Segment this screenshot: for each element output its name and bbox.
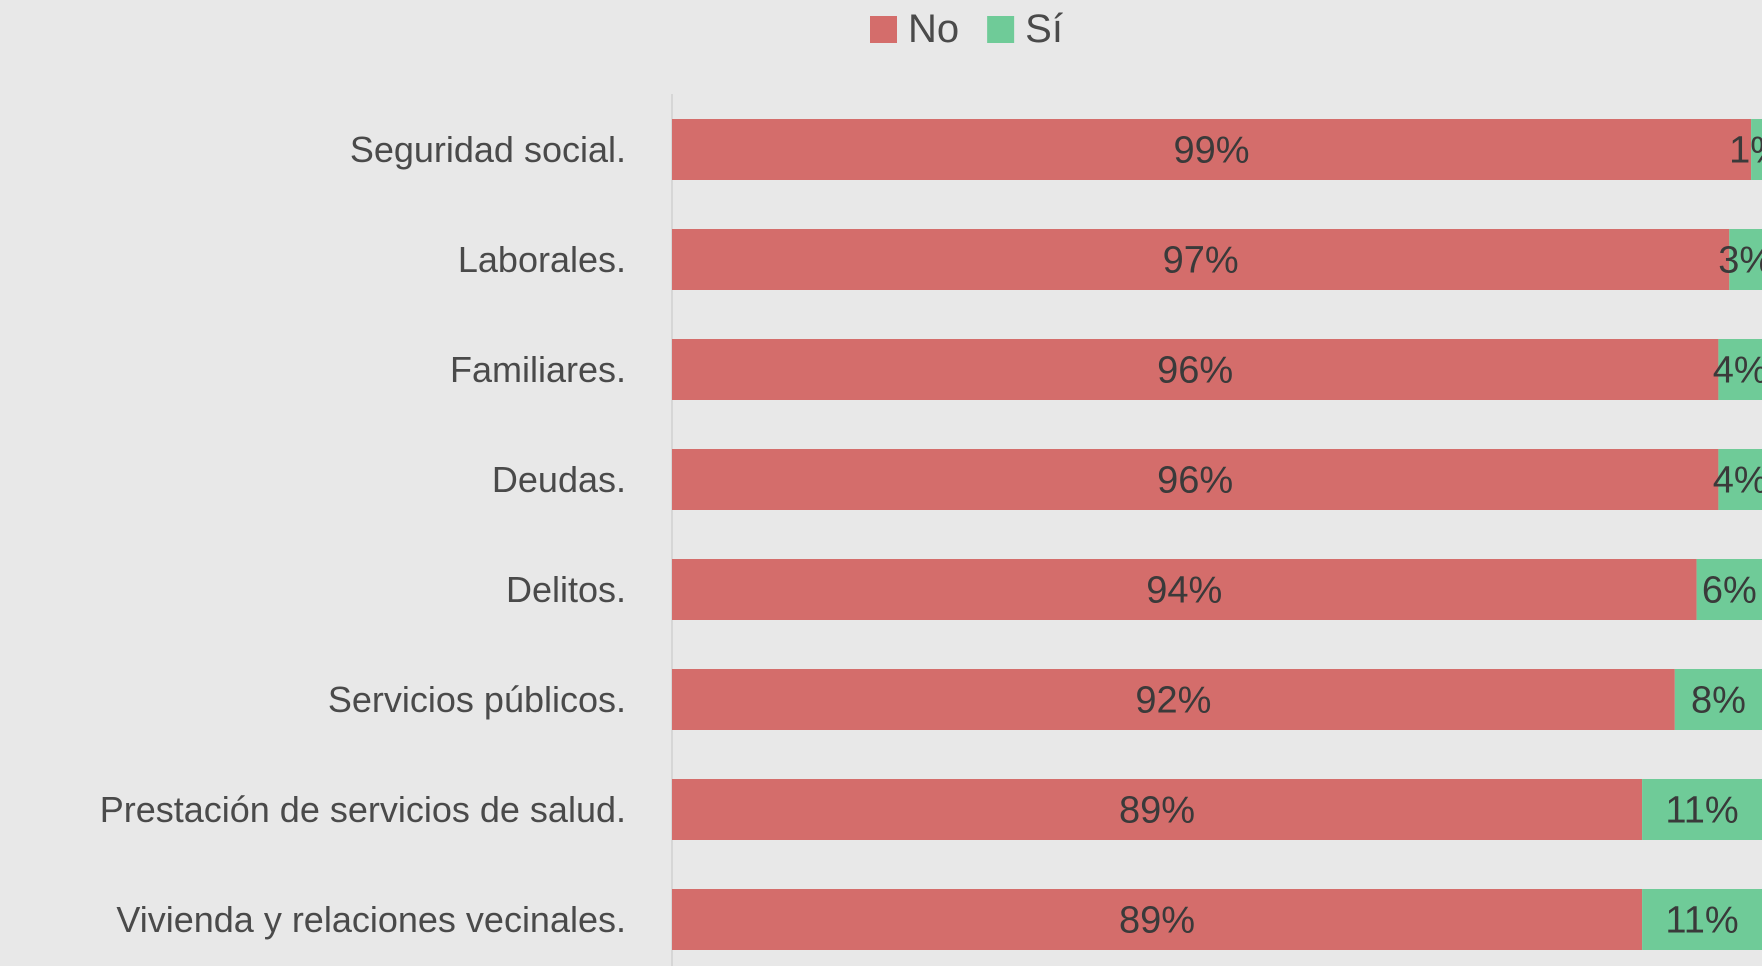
bar-segment [1642,779,1762,840]
bar-segment [672,889,1643,950]
category-label: Delitos. [506,569,626,610]
bar-segment [672,449,1719,510]
category-label: Servicios públicos. [328,679,626,720]
legend-swatch [987,16,1015,43]
data-label: 97% [1163,240,1239,282]
bar-segment [672,339,1719,400]
data-label: 11% [1665,900,1738,942]
category-label: Vivienda y relaciones vecinales. [116,899,626,940]
category-label: Familiares. [450,349,626,390]
category-label: Prestación de servicios de salud. [100,789,626,830]
data-label: 89% [1119,790,1195,832]
category-label: Deudas. [492,459,626,500]
bar-segment [1751,119,1762,180]
bar-segment [672,559,1697,620]
legend-label: Sí [1025,7,1063,51]
data-label: 92% [1135,680,1211,722]
bar-segment [1674,669,1762,730]
data-label: 3% [1718,240,1762,282]
bar-segment [672,119,1752,180]
bar-segment [1718,339,1762,400]
data-label: 96% [1157,460,1233,502]
data-label: 1% [1729,130,1762,172]
category-label: Laborales. [458,239,626,280]
legend-swatch [870,16,897,43]
data-label: 4% [1713,460,1762,502]
bar-segment [1729,229,1762,290]
legend-label: No [908,7,959,51]
data-label: 11% [1665,790,1738,832]
data-label: 94% [1146,570,1222,612]
bar-segment [672,229,1730,290]
data-label: 96% [1157,350,1233,392]
data-label: 6% [1702,570,1757,612]
data-label: 8% [1691,680,1746,722]
data-label: 89% [1119,900,1195,942]
bar-segment [1642,889,1762,950]
data-label: 99% [1174,130,1250,172]
data-label: 4% [1713,350,1762,392]
bar-segment [672,779,1643,840]
category-label: Seguridad social. [350,129,626,170]
bar-segment [1718,449,1762,510]
bar-segment [672,669,1675,730]
bar-segment [1696,559,1762,620]
